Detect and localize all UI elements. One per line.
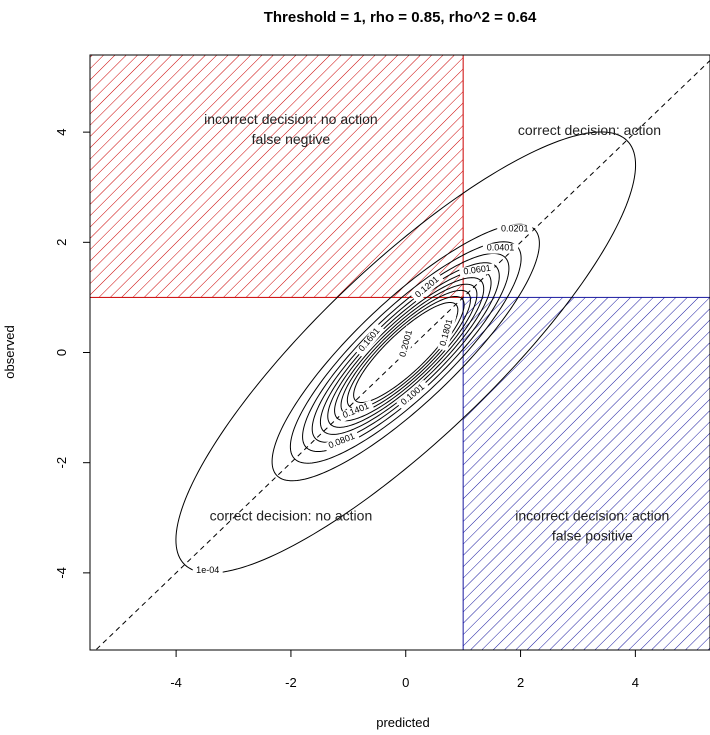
contour-label-text: 0.0201 bbox=[501, 223, 529, 233]
chart-title: Threshold = 1, rho = 0.85, rho^2 = 0.64 bbox=[264, 9, 537, 26]
x-tick-label: 4 bbox=[632, 675, 639, 690]
region-label-false-positive: false positive bbox=[552, 528, 633, 544]
contour-line bbox=[271, 223, 540, 482]
region-label-false-negative: false negtive bbox=[252, 131, 331, 147]
contour-label-bg bbox=[323, 430, 361, 453]
contour-label: 0.0401 bbox=[482, 243, 519, 254]
x-axis-label: predicted bbox=[376, 715, 429, 730]
y-tick-label: -2 bbox=[54, 457, 69, 469]
region-label: correct decision: action bbox=[518, 122, 661, 138]
region-false-negative bbox=[90, 55, 464, 298]
contour-label: 0.2001 bbox=[397, 325, 417, 362]
y-axis-label: observed bbox=[2, 325, 17, 378]
contour-label-text: 0.0601 bbox=[463, 263, 492, 277]
region-label-false-negative: incorrect decision: no action bbox=[204, 111, 378, 127]
contour-label-bg bbox=[482, 243, 519, 254]
contour-line bbox=[289, 241, 522, 464]
contour-label-bg bbox=[397, 325, 417, 362]
contour-label-text: 0.1401 bbox=[341, 401, 370, 421]
contour-label-bg bbox=[437, 314, 457, 351]
y-tick-label: 0 bbox=[54, 349, 69, 356]
contour-label-bg bbox=[459, 263, 496, 279]
contour-label-text: 1e-04 bbox=[196, 565, 219, 575]
contour-line bbox=[327, 277, 485, 428]
x-tick-label: 2 bbox=[517, 675, 524, 690]
contour-label-bg bbox=[354, 323, 385, 357]
contour-label-bg bbox=[396, 379, 430, 411]
contour-label: 0.0201 bbox=[497, 223, 533, 235]
y-tick-label: 4 bbox=[54, 128, 69, 135]
x-tick-label: -2 bbox=[285, 675, 297, 690]
y-tick-label: 2 bbox=[54, 239, 69, 246]
contour-label: 1e-04 bbox=[192, 565, 223, 576]
contour-line bbox=[175, 131, 637, 574]
y-tick-label: -4 bbox=[54, 567, 69, 579]
region-false-positive bbox=[462, 296, 710, 650]
contour-line bbox=[334, 283, 478, 422]
contour-label-text: 0.0401 bbox=[487, 243, 515, 253]
region-label: correct decision: no action bbox=[210, 508, 373, 524]
contour-label: 0.1801 bbox=[437, 314, 457, 351]
x-tick-label: -4 bbox=[170, 675, 182, 690]
y-axis: -4 -2 0 2 4 bbox=[54, 128, 91, 579]
contour-label-bg bbox=[337, 400, 375, 423]
x-axis: -4 -2 0 2 4 bbox=[170, 649, 639, 690]
regions-layer bbox=[90, 55, 710, 650]
contour-label: 0.0601 bbox=[459, 263, 496, 279]
contour-label-bg bbox=[410, 272, 445, 303]
x-tick-label: 0 bbox=[402, 675, 409, 690]
contour-label-bg bbox=[497, 224, 533, 235]
contour-label-bg bbox=[192, 565, 223, 576]
region-label-false-positive: incorrect decision: action bbox=[515, 508, 669, 524]
